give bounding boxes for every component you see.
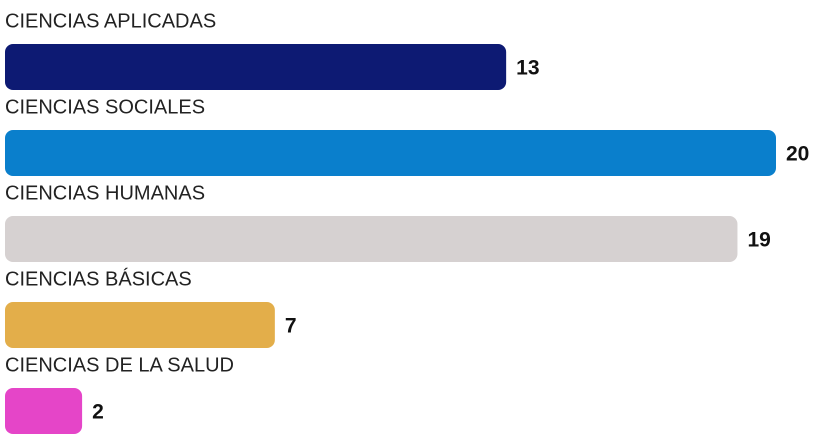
bar xyxy=(5,216,738,262)
value-label: 19 xyxy=(747,229,770,252)
category-label: CIENCIAS APLICADAS xyxy=(5,10,216,32)
category-label: CIENCIAS HUMANAS xyxy=(5,182,205,204)
bar xyxy=(5,302,275,348)
category-label: CIENCIAS SOCIALES xyxy=(5,96,205,118)
bar xyxy=(5,130,776,176)
bar xyxy=(5,44,507,90)
value-label: 13 xyxy=(516,57,539,80)
value-label: 20 xyxy=(786,143,809,166)
category-label: CIENCIAS DE LA SALUD xyxy=(5,354,234,376)
bar xyxy=(5,388,83,434)
value-label: 7 xyxy=(285,315,297,338)
value-label: 2 xyxy=(92,401,104,424)
category-label: CIENCIAS BÁSICAS xyxy=(5,267,192,290)
